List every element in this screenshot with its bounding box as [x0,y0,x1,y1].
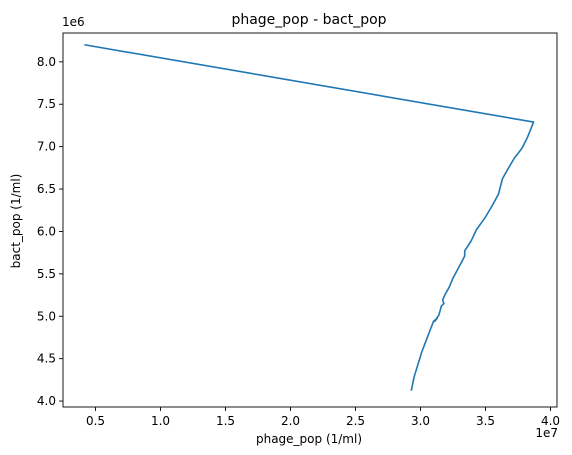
y-tick-label: 5.5 [37,267,56,281]
x-tick-label: 1.0 [151,414,170,428]
y-axis-label: bact_pop (1/ml) [9,174,23,269]
series-line-0 [85,45,533,390]
y-tick-label: 4.5 [37,352,56,366]
x-tick-label: 1.5 [216,414,235,428]
y-offset-label: 1e6 [62,15,85,29]
y-tick-label: 5.0 [37,309,56,323]
x-tick-label: 2.0 [281,414,300,428]
y-tick-label: 6.0 [37,224,56,238]
x-tick-label: 3.5 [476,414,495,428]
y-tick-label: 4.0 [37,394,56,408]
x-axis-label: phage_pop (1/ml) [256,432,362,446]
x-tick-label: 3.0 [411,414,430,428]
y-tick-label: 6.5 [37,182,56,196]
x-tick-label: 2.5 [346,414,365,428]
y-tick-label: 7.5 [37,97,56,111]
y-tick-label: 7.0 [37,140,56,154]
plot-area: 0.51.01.52.02.53.03.54.04.04.55.05.56.06… [37,33,560,428]
x-offset-label: 1e7 [535,426,558,440]
x-tick-label: 0.5 [86,414,105,428]
chart-title: phage_pop - bact_pop [231,12,386,28]
y-tick-label: 8.0 [37,55,56,69]
